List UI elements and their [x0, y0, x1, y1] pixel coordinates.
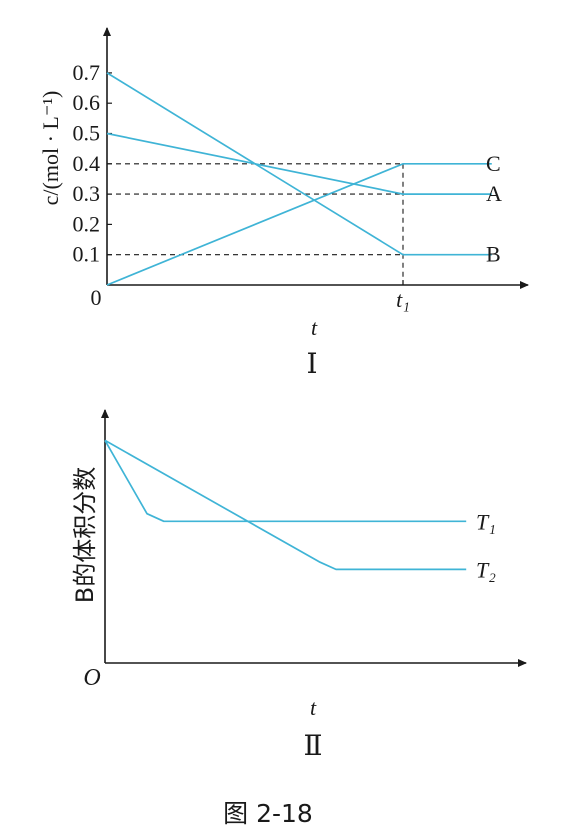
- chart-1-y-tick-label: 0.2: [73, 211, 101, 236]
- chart-1-y-tick-label: 0.4: [73, 151, 101, 176]
- chart-1-panel-label: Ⅰ: [306, 349, 317, 380]
- chart-1-y-tick-label: 0.6: [73, 90, 101, 115]
- chart-2-x-axis-label: t: [310, 695, 317, 720]
- chart-2-y-axis-label: B的体积分数: [71, 467, 99, 603]
- chart-2-series-2: [104, 439, 467, 571]
- chart-2-series-1: [104, 439, 467, 523]
- chart-1-y-axis-label: c/(mol · L⁻¹): [38, 91, 63, 206]
- chart-1-series-label: C: [486, 151, 501, 176]
- chart-1-y-tick-label: 0.7: [73, 60, 101, 85]
- chart-1-series-A: [106, 132, 492, 195]
- chart-1-x-tick-label: t₁: [396, 287, 410, 312]
- chart-2-series-label: T₁: [476, 509, 496, 534]
- chart-2: T₁ T₂ O t B的体积分数 Ⅱ: [71, 409, 527, 762]
- chart-1-y-tick-label: 0.5: [73, 121, 101, 146]
- chart-2-series-label: T₂: [476, 557, 496, 582]
- chart-1-origin-label: 0: [91, 285, 102, 310]
- chart-1-y-tick-label: 0.1: [73, 242, 101, 267]
- chart-1-y-tick-label: 0.3: [73, 181, 101, 206]
- chart-1: 0.1 0.2 0.3 0.4 0.5 0.6 0.7 CA B 0 t₁ t c/(mol …: [38, 27, 529, 380]
- chart-1-x-axis-label: t: [311, 315, 318, 340]
- chart-2-origin-label: O: [83, 665, 100, 691]
- chart-2-panel-label: Ⅱ: [303, 731, 322, 762]
- chart-1-series-label: A: [486, 181, 502, 206]
- chart-1-series-C: [106, 162, 492, 286]
- figure-caption: 图 2-18: [223, 799, 313, 828]
- chart-1-series-B: [106, 72, 492, 256]
- chart-1-series-label: B: [486, 242, 501, 267]
